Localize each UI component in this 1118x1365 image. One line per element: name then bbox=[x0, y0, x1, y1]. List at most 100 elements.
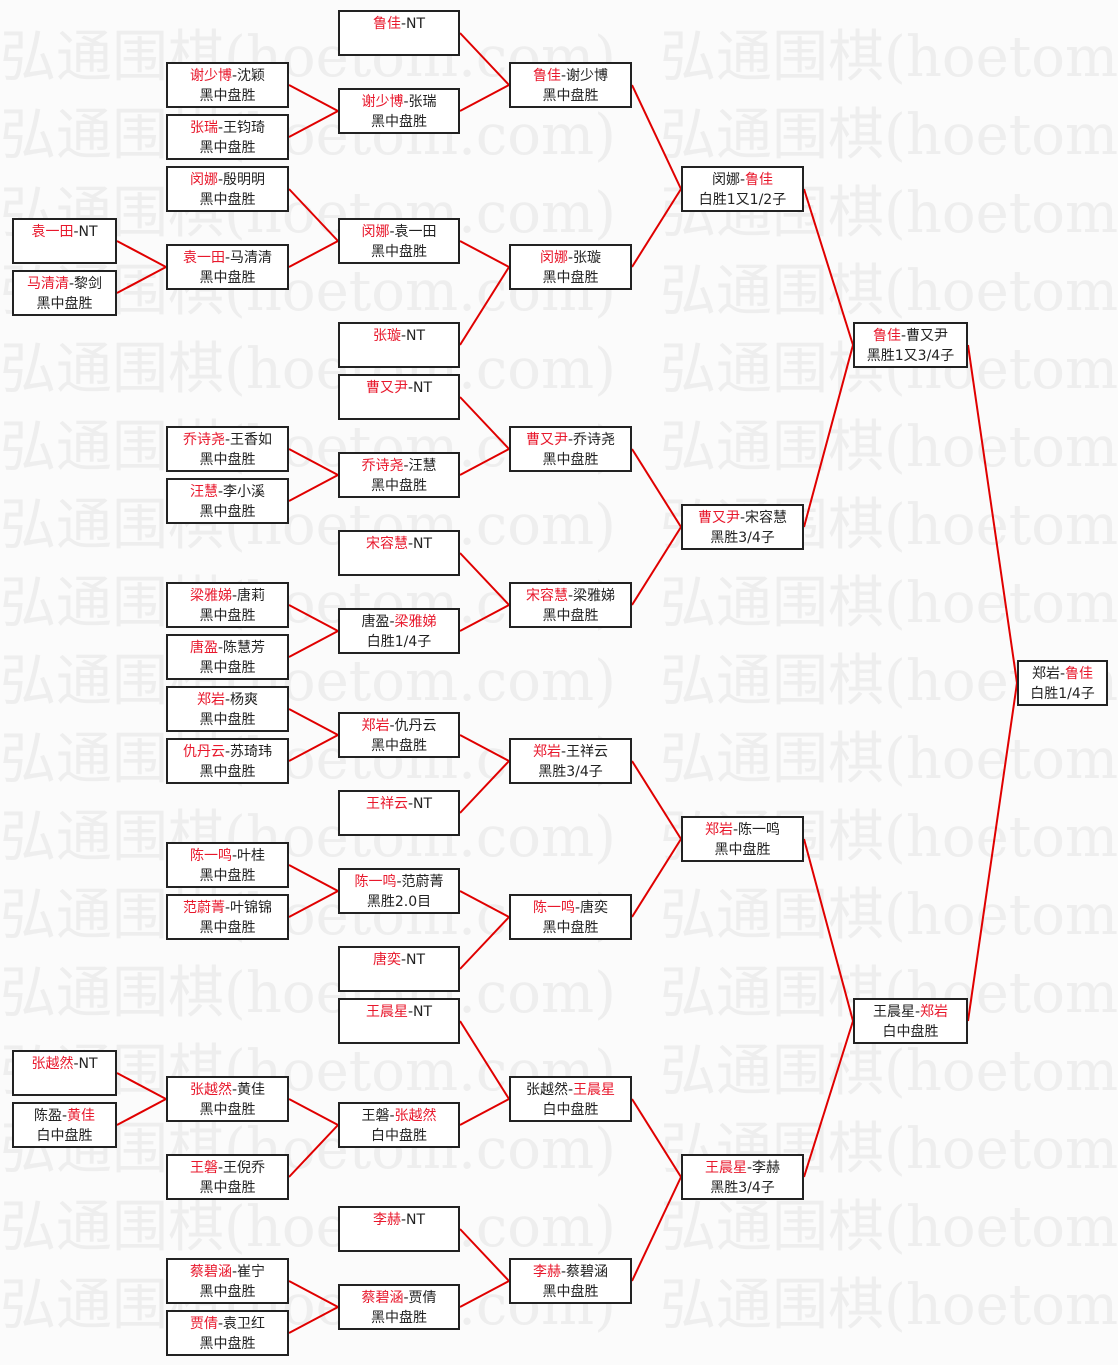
player-b: 王香如 bbox=[230, 432, 273, 448]
match-result: 黑中盘胜 bbox=[542, 920, 599, 936]
player-b: 谢少博 bbox=[566, 68, 609, 84]
match-players: 李赫-NT bbox=[340, 1210, 458, 1230]
bracket-connector bbox=[459, 240, 510, 268]
player-b: 李小溪 bbox=[223, 484, 266, 500]
match-box: 郑岩-杨爽 黑中盘胜 bbox=[166, 686, 289, 732]
match-players: 唐奕-NT bbox=[340, 950, 458, 970]
bracket-connector bbox=[288, 890, 339, 918]
separator: - bbox=[389, 1108, 395, 1124]
separator: - bbox=[389, 614, 395, 630]
player-a: 宋容慧 bbox=[525, 588, 568, 604]
match-box: 汪慧-李小溪 黑中盘胜 bbox=[166, 478, 289, 524]
match-box: 陈一鸣-范蔚菁 黑胜2.0目 bbox=[338, 868, 460, 914]
match-box: 曹又尹-宋容慧 黑胜3/4子 bbox=[681, 504, 804, 550]
separator: - bbox=[231, 1082, 238, 1098]
separator: - bbox=[400, 952, 407, 968]
player-a: 贾倩 bbox=[189, 1316, 218, 1332]
bracket-connector bbox=[459, 1280, 510, 1308]
player-a: 闵娜 bbox=[539, 250, 568, 266]
match-result: 黑中盘胜 bbox=[199, 140, 256, 156]
player-b: 贾倩 bbox=[408, 1290, 437, 1306]
match-players: 郑岩-王祥云 bbox=[511, 742, 630, 762]
player-b: 李赫 bbox=[752, 1160, 781, 1176]
bracket-connector bbox=[116, 266, 167, 294]
bracket-connector bbox=[288, 630, 339, 658]
match-result: 黑中盘胜 bbox=[199, 192, 256, 208]
player-b: 唐奕 bbox=[580, 900, 609, 916]
player-a: 郑岩 bbox=[532, 744, 561, 760]
separator: - bbox=[400, 1212, 407, 1228]
match-players: 乔诗尧-汪慧 bbox=[340, 456, 458, 476]
match-result: 黑中盘胜 bbox=[371, 244, 427, 260]
player-b: 叶锦锦 bbox=[230, 900, 273, 916]
player-b: NT bbox=[406, 328, 426, 344]
player-a: 梁雅娣 bbox=[189, 588, 232, 604]
player-a: 乔诗尧 bbox=[361, 458, 404, 474]
separator: - bbox=[68, 276, 75, 292]
match-box: 王晨星-李赫 黑胜3/4子 bbox=[681, 1154, 804, 1200]
match-players: 王磐-张越然 bbox=[340, 1106, 458, 1126]
match-result: 黑中盘胜 bbox=[542, 608, 599, 624]
bracket-connector bbox=[459, 84, 510, 112]
match-box: 马清清-黎剑 黑中盘胜 bbox=[12, 270, 117, 316]
match-box: 陈一鸣-唐奕 黑中盘胜 bbox=[509, 894, 632, 940]
match-players: 谢少博-沈颖 bbox=[168, 66, 287, 86]
match-players: 王磐-王倪乔 bbox=[168, 1158, 287, 1178]
match-players: 陈一鸣-叶桂 bbox=[168, 846, 287, 866]
match-players: 蔡碧涵-贾倩 bbox=[340, 1288, 458, 1308]
match-box: 王晨星-NT bbox=[338, 998, 460, 1044]
match-box: 曹又尹-NT bbox=[338, 374, 460, 420]
bracket-connector bbox=[803, 1020, 854, 1178]
match-result: 黑中盘胜 bbox=[371, 478, 427, 494]
player-a: 宋容慧 bbox=[365, 536, 408, 552]
player-a: 王磐 bbox=[189, 1160, 218, 1176]
separator: - bbox=[389, 718, 395, 734]
player-b: NT bbox=[78, 224, 98, 240]
bracket-connector bbox=[803, 838, 854, 1022]
match-box: 郑岩-王祥云 黑胜3/4子 bbox=[509, 738, 632, 784]
match-result: 黑中盘胜 bbox=[36, 296, 93, 312]
player-a: 闵娜 bbox=[189, 172, 218, 188]
match-players: 闵娜-张璇 bbox=[511, 248, 630, 268]
bracket-connector bbox=[631, 1098, 682, 1178]
bracket-connector bbox=[459, 32, 510, 86]
match-players: 唐盈-陈慧芳 bbox=[168, 638, 287, 658]
separator: - bbox=[1059, 666, 1066, 682]
player-a: 闵娜 bbox=[361, 224, 390, 240]
player-a: 陈一鸣 bbox=[189, 848, 232, 864]
match-players: 曹又尹-宋容慧 bbox=[683, 508, 802, 528]
player-b: 陈慧芳 bbox=[223, 640, 266, 656]
match-result: 黑中盘胜 bbox=[199, 1284, 256, 1300]
match-box: 王磐-张越然 白中盘胜 bbox=[338, 1102, 460, 1148]
match-box: 贾倩-袁卫红 黑中盘胜 bbox=[166, 1310, 289, 1356]
match-players: 闵娜-袁一田 bbox=[340, 222, 458, 242]
match-result: 黑中盘胜 bbox=[542, 270, 599, 286]
bracket-connector bbox=[459, 760, 510, 814]
separator: - bbox=[224, 744, 231, 760]
match-players: 郑岩-陈一鸣 bbox=[683, 820, 802, 840]
bracket-connector bbox=[459, 448, 510, 476]
player-a: 蔡碧涵 bbox=[189, 1264, 232, 1280]
player-a: 袁一田 bbox=[182, 250, 225, 266]
bracket-connector bbox=[631, 526, 682, 606]
player-a: 谢少博 bbox=[189, 68, 232, 84]
player-b: 崔宁 bbox=[237, 1264, 266, 1280]
player-b: 陈一鸣 bbox=[738, 822, 781, 838]
match-box: 袁一田-NT bbox=[12, 218, 117, 264]
match-result: 黑中盘胜 bbox=[199, 504, 256, 520]
player-a: 曹又尹 bbox=[525, 432, 568, 448]
player-b: 郑岩 bbox=[920, 1004, 949, 1020]
player-b: 张瑞 bbox=[408, 94, 437, 110]
bracket-connector bbox=[288, 448, 339, 476]
match-result: 黑中盘胜 bbox=[199, 868, 256, 884]
match-players: 宋容慧-NT bbox=[340, 534, 458, 554]
match-players: 谢少博-张瑞 bbox=[340, 92, 458, 112]
match-box: 闵娜-殷明明 黑中盘胜 bbox=[166, 166, 289, 212]
bracket-connector bbox=[631, 84, 682, 190]
match-result: 黑中盘胜 bbox=[542, 452, 599, 468]
match-result: 黑中盘胜 bbox=[371, 738, 427, 754]
match-result: 黑中盘胜 bbox=[542, 1284, 599, 1300]
bracket-connector bbox=[631, 1176, 682, 1282]
match-result: 白中盘胜 bbox=[36, 1128, 93, 1144]
separator: - bbox=[403, 94, 409, 110]
